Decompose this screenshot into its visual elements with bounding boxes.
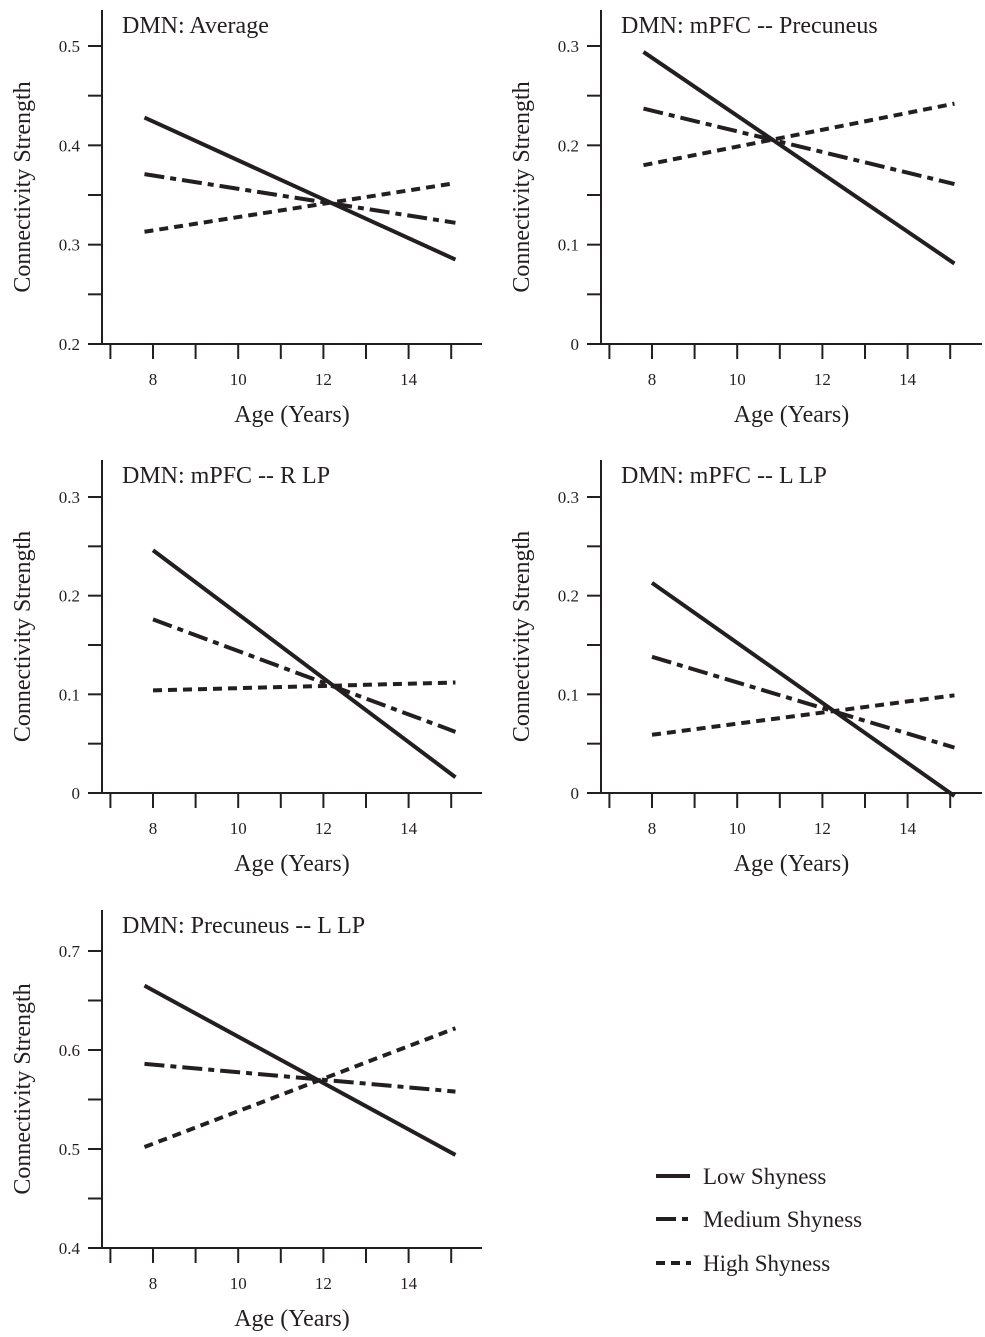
- y-tick-label: 0: [571, 784, 580, 803]
- x-tick-label: 12: [814, 819, 831, 838]
- x-tick-label: 14: [400, 370, 418, 389]
- series-line-medium-shyness: [651, 654, 956, 750]
- series-line-low-shyness: [650, 581, 956, 798]
- x-axis-label: Age (Years): [234, 851, 350, 877]
- x-axis-label: Age (Years): [734, 851, 850, 877]
- y-axis-label: Connectivity Strength: [509, 81, 535, 292]
- x-tick-label: 14: [400, 1274, 418, 1293]
- y-tick-label: 0: [72, 784, 81, 803]
- series-line-high-shyness: [643, 101, 955, 168]
- y-tick-label: 0.1: [558, 236, 579, 255]
- chart-title: DMN: Precuneus -- L LP: [122, 913, 365, 939]
- x-tick-label: 10: [230, 1274, 247, 1293]
- x-tick-label: 14: [400, 819, 418, 838]
- x-tick-label: 14: [899, 819, 917, 838]
- y-tick-label: 0.2: [558, 136, 579, 155]
- x-tick-label: 8: [149, 1274, 158, 1293]
- series-line-low-shyness: [143, 115, 457, 262]
- x-tick-label: 8: [149, 819, 158, 838]
- y-tick-label: 0.3: [59, 236, 80, 255]
- series-line-medium-shyness: [144, 172, 456, 225]
- series-line-medium-shyness: [144, 1061, 456, 1094]
- chart-panel-1: 0.2 0.3 0.4 0.5 8 10 12 14 DMN: Average Age (Year…: [10, 10, 482, 428]
- legend-label-high-shyness: High Shyness: [703, 1251, 830, 1276]
- y-tick-label: 0.2: [59, 587, 80, 606]
- chart-panel-4: 0 0.1 0.2 0.3 8 10 12 14 DMN: mPFC -- L LP Age (Y…: [509, 460, 982, 877]
- x-axis-label: Age (Years): [234, 1306, 350, 1332]
- y-axis-label: Connectivity Strength: [10, 983, 36, 1194]
- chart-title: DMN: mPFC -- Precuneus: [621, 13, 878, 39]
- x-tick-label: 10: [230, 819, 247, 838]
- series-line-low-shyness: [642, 50, 956, 266]
- y-tick-label: 0.5: [59, 1140, 80, 1159]
- chart-panels: 0.2 0.3 0.4 0.5 8 10 12 14 DMN: Average Age (Year…: [10, 10, 982, 1332]
- legend-label-medium-shyness: Medium Shyness: [703, 1207, 862, 1232]
- chart-panel-3: 0 0.1 0.2 0.3 8 10 12 14 DMN: mPFC -- R LP Age (Y…: [10, 460, 482, 877]
- y-tick-label: 0: [571, 335, 580, 354]
- x-axis-label: Age (Years): [734, 402, 850, 428]
- y-tick-label: 0.3: [59, 488, 80, 507]
- x-tick-label: 10: [729, 819, 746, 838]
- series-line-high-shyness: [651, 693, 955, 737]
- y-tick-label: 0.1: [558, 685, 579, 704]
- series-line-high-shyness: [143, 1026, 457, 1149]
- y-tick-label: 0.4: [59, 1239, 81, 1258]
- chart-panel-5: 0.4 0.5 0.6 0.7 8 10 12 14 DMN: Precuneus -- L L…: [10, 910, 482, 1332]
- y-axis-label: Connectivity Strength: [10, 81, 36, 292]
- x-tick-label: 8: [648, 819, 657, 838]
- x-tick-label: 12: [315, 370, 332, 389]
- x-tick-label: 10: [230, 370, 247, 389]
- series-line-low-shyness: [151, 548, 457, 779]
- chart-title: DMN: mPFC -- L LP: [621, 463, 827, 489]
- y-tick-label: 0.6: [59, 1041, 80, 1060]
- y-axis-label: Connectivity Strength: [10, 531, 36, 742]
- x-tick-label: 8: [648, 370, 657, 389]
- series-line-medium-shyness: [643, 106, 955, 187]
- y-tick-label: 0.4: [59, 136, 81, 155]
- y-tick-label: 0.2: [558, 587, 579, 606]
- series-line-high-shyness: [144, 181, 456, 234]
- legend: Low Shyness Medium Shyness High Shyness: [656, 1164, 862, 1276]
- x-tick-label: 8: [149, 370, 158, 389]
- y-tick-label: 0.7: [59, 942, 81, 961]
- y-tick-label: 0.3: [558, 37, 579, 56]
- chart-title: DMN: mPFC -- R LP: [122, 463, 330, 489]
- chart-title: DMN: Average: [122, 13, 269, 39]
- x-tick-label: 10: [729, 370, 746, 389]
- series-line-medium-shyness: [152, 617, 457, 734]
- x-axis-label: Age (Years): [234, 402, 350, 428]
- x-tick-label: 14: [899, 370, 917, 389]
- y-tick-label: 0.1: [59, 685, 80, 704]
- y-axis-label: Connectivity Strength: [509, 531, 535, 742]
- x-tick-label: 12: [814, 370, 831, 389]
- y-tick-label: 0.5: [59, 37, 80, 56]
- y-tick-label: 0.2: [59, 335, 80, 354]
- y-tick-label: 0.3: [558, 488, 579, 507]
- chart-panel-2: 0 0.1 0.2 0.3 8 10 12 14 DMN: mPFC -- Precuneus A…: [509, 10, 982, 428]
- legend-label-low-shyness: Low Shyness: [703, 1164, 826, 1189]
- series-line-high-shyness: [152, 680, 456, 693]
- x-tick-label: 12: [315, 1274, 332, 1293]
- x-tick-label: 12: [315, 819, 332, 838]
- series-line-low-shyness: [143, 983, 457, 1157]
